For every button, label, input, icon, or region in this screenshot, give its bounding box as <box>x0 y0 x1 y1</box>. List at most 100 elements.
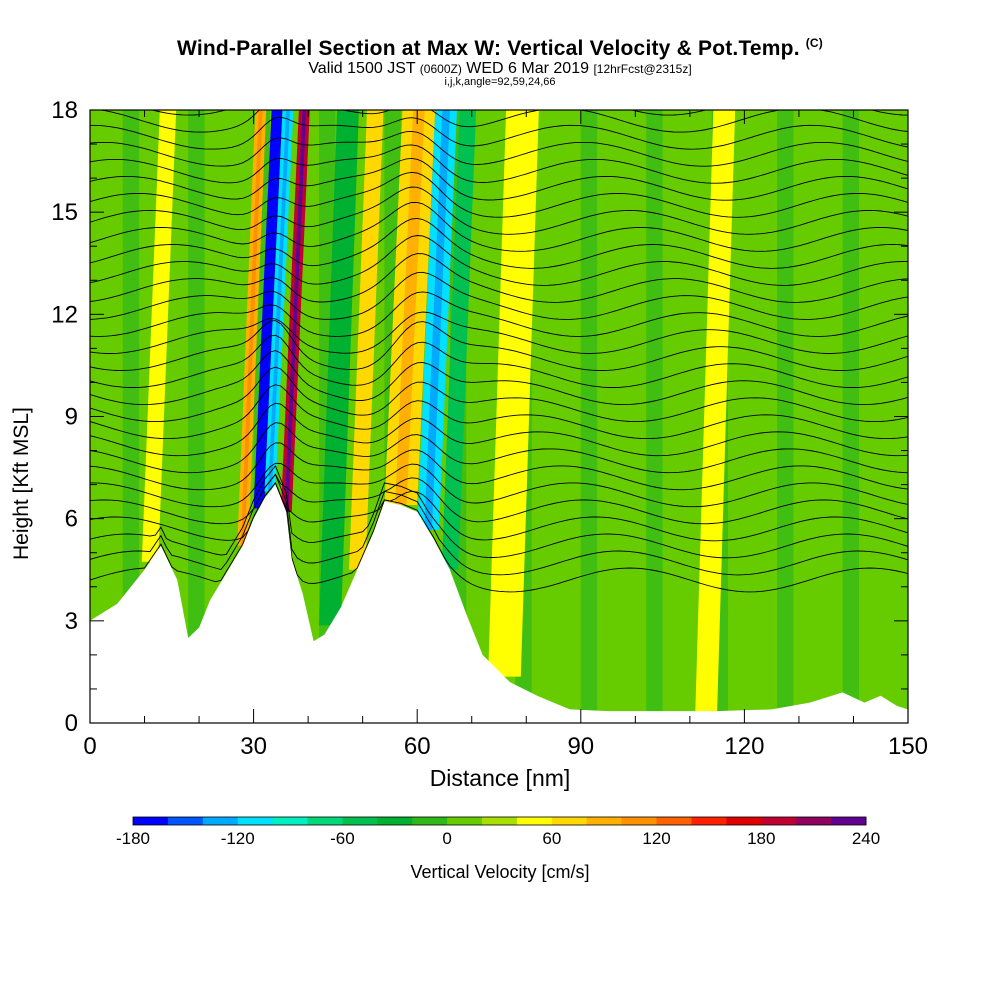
colorbar-frame <box>132 816 867 826</box>
x-tick-label: 120 <box>724 733 764 760</box>
updraft-band-core <box>284 110 307 512</box>
isentrope-line <box>90 291 908 337</box>
colorbar-swatch <box>447 817 483 825</box>
isentrope-line <box>90 201 908 252</box>
isentrope-line <box>90 465 908 559</box>
y-tick-label: 18 <box>51 97 78 124</box>
downdraft-band-core <box>257 110 279 509</box>
chart-subtitle: Valid 1500 JST (0600Z) WED 6 Mar 2019 [1… <box>308 60 692 77</box>
colorbar-swatch <box>307 817 343 825</box>
colorbar-swatch <box>761 817 797 825</box>
field-streak <box>646 110 663 723</box>
field-streak <box>613 110 630 723</box>
colorbar-tick-label: 120 <box>642 829 670 848</box>
field-streak <box>678 110 696 723</box>
y-tick-label: 15 <box>51 199 78 226</box>
colorbar-tick-label: 240 <box>852 829 880 848</box>
downdraft-band-core <box>424 110 450 531</box>
colorbar-swatch <box>516 817 553 825</box>
downdraft-band <box>319 110 359 626</box>
isentrope-line <box>90 366 908 423</box>
isentrope-line <box>90 384 908 440</box>
isentrope-line <box>90 334 908 388</box>
isentrope-line <box>90 422 908 474</box>
isentrope-line <box>90 482 908 593</box>
colorbar-tick-label: 60 <box>542 829 561 848</box>
x-tick-label: 60 <box>404 733 431 760</box>
isentrope-line <box>90 311 908 354</box>
colorbar-swatch <box>482 817 518 825</box>
updraft-band <box>141 110 177 562</box>
isentrope-line <box>90 402 908 457</box>
colorbar-tick-label: 180 <box>747 829 775 848</box>
colorbar-swatch <box>796 817 832 825</box>
isentrope-line <box>90 144 908 184</box>
colorbar-swatch <box>377 817 413 825</box>
colorbar-swatch <box>133 817 169 825</box>
field-streak <box>548 110 565 723</box>
colorbar-tick-label: -180 <box>116 829 150 848</box>
isentrope-line <box>90 58 908 98</box>
colorbar-swatch <box>586 817 623 825</box>
updraft-band <box>488 110 539 677</box>
isentrope-line <box>90 473 908 576</box>
x-tick-label: 150 <box>888 733 928 760</box>
isentrope-line <box>90 186 908 235</box>
isentrope-line <box>90 217 908 269</box>
field-streak <box>580 110 598 723</box>
chart-title: Wind-Parallel Section at Max W: Vertical… <box>177 36 823 60</box>
isentrope-line <box>90 482 908 542</box>
y-tick-label: 12 <box>51 301 78 328</box>
field-streak <box>744 110 761 723</box>
colorbar-swatch <box>621 817 658 825</box>
isentrope-line <box>90 442 908 491</box>
colorbar-tick-label: 0 <box>442 829 451 848</box>
colorbar-label: Vertical Velocity [cm/s] <box>410 862 590 882</box>
isentrope-line <box>90 157 908 201</box>
colorbar-swatch <box>412 817 448 825</box>
y-tick-label: 3 <box>65 608 78 635</box>
isentrope-line <box>90 320 908 371</box>
x-tick-label: 30 <box>240 733 267 760</box>
chart-subtitle-indices: i,j,k,angle=92,59,24,66 <box>444 76 556 88</box>
updraft-band-core <box>395 110 425 506</box>
x-tick-label: 0 <box>83 733 96 760</box>
isentropes <box>90 58 908 593</box>
isentrope-line <box>98 110 908 133</box>
colorbar-swatch <box>656 817 692 825</box>
isentrope-line <box>90 130 908 167</box>
isentrope-line <box>90 253 908 303</box>
isentrope-line <box>90 473 908 525</box>
colorbar-tick-label: -120 <box>221 829 255 848</box>
colorbar-swatch <box>202 817 239 825</box>
colorbar-swatch <box>831 817 867 825</box>
isentrope-line <box>90 350 908 406</box>
isentrope-line <box>90 271 908 320</box>
y-tick-label: 9 <box>65 404 78 431</box>
x-tick-label: 90 <box>567 733 594 760</box>
x-axis-label: Distance [nm] <box>429 765 571 791</box>
y-axis-label: Height [Kft MSL] <box>10 407 33 560</box>
colorbar-swatch <box>237 817 274 825</box>
field-streak <box>875 110 892 723</box>
y-tick-label: 0 <box>65 710 78 737</box>
isentrope-line <box>90 462 908 508</box>
field-streak <box>842 110 859 723</box>
y-tick-label: 6 <box>65 506 78 533</box>
isentrope-line <box>90 171 908 218</box>
copyright-mark: (C) <box>805 36 823 50</box>
colorbar-swatch <box>167 817 204 825</box>
field-streak <box>809 110 827 723</box>
colorbar-swatch <box>551 817 588 825</box>
colorbar-swatch <box>691 817 727 825</box>
colorbar-swatch <box>342 817 378 825</box>
colorbar-tick-label: -60 <box>330 829 355 848</box>
terrain <box>90 484 908 723</box>
isentrope-line <box>90 116 908 150</box>
updraft-band-core <box>240 110 263 546</box>
isentrope-line <box>90 235 908 286</box>
field-streak <box>188 110 205 723</box>
colorbar-swatch <box>272 817 309 825</box>
downdraft-band-core <box>268 110 290 492</box>
